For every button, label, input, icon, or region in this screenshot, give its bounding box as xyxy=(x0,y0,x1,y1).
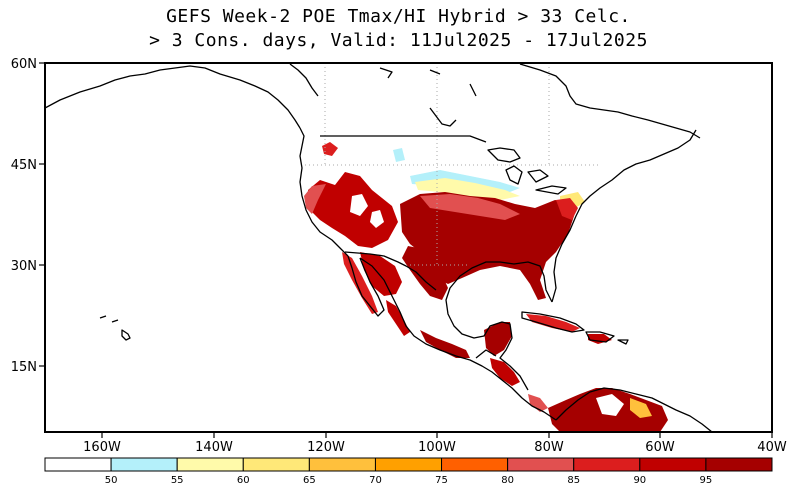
colorbar-label-50: 50 xyxy=(105,475,118,486)
shade-90-ne-coast xyxy=(556,198,578,220)
lon-label-140w: 140W xyxy=(195,440,233,455)
lon-label-160w: 160W xyxy=(83,440,121,455)
lat-label-30n: 30N xyxy=(11,259,37,274)
graticule xyxy=(305,63,600,266)
shade-white-west-hole xyxy=(350,194,368,216)
colorbar-box-2 xyxy=(176,457,244,472)
colorbar: 50 55 60 65 70 75 80 85 90 95 xyxy=(44,457,773,486)
shade-90-pnw xyxy=(322,142,338,156)
colorbar-box-5 xyxy=(374,457,443,472)
coastlines xyxy=(45,63,713,432)
colorbar-box-0 xyxy=(44,457,112,472)
lon-label-40w: 40W xyxy=(757,440,787,455)
shade-70-s-america-white xyxy=(596,394,624,416)
shade-white-west-hole2 xyxy=(370,210,384,228)
lat-label-60n: 60N xyxy=(11,57,37,72)
lat-label-45n: 45N xyxy=(11,158,37,173)
lon-label-100w: 100W xyxy=(418,440,456,455)
colorbar-label-95: 95 xyxy=(700,475,713,486)
shade-80-panama xyxy=(528,394,548,412)
shade-70-s-america-orange xyxy=(630,398,652,418)
shade-95-yucatan xyxy=(484,322,512,356)
lon-label-120w: 120W xyxy=(307,440,345,455)
shade-95-mexico-sw xyxy=(420,330,470,358)
colorbar-box-7 xyxy=(507,457,575,472)
shade-90-cuba xyxy=(526,314,580,332)
colorbar-label-55: 55 xyxy=(171,475,184,486)
colorbar-label-80: 80 xyxy=(501,475,514,486)
colorbar-label-75: 75 xyxy=(435,475,448,486)
colorbar-box-8 xyxy=(573,457,641,472)
shade-90-central-america xyxy=(490,358,520,386)
colorbar-box-6 xyxy=(441,457,509,472)
shade-90-mexico-west xyxy=(386,300,410,336)
colorbar-box-10 xyxy=(705,457,773,472)
colorbar-label-60: 60 xyxy=(237,475,250,486)
shade-90-mexico-north xyxy=(360,252,402,296)
colorbar-label-65: 65 xyxy=(303,475,316,486)
colorbar-box-3 xyxy=(242,457,310,472)
axis-ticks xyxy=(39,62,773,438)
colorbar-box-9 xyxy=(639,457,707,472)
shade-85-central-north xyxy=(420,194,520,220)
colorbar-box-4 xyxy=(308,457,376,472)
colorbar-label-70: 70 xyxy=(369,475,382,486)
shade-60-fringe-plains xyxy=(415,178,520,200)
shade-50-fringe-north xyxy=(393,148,405,162)
shade-85-baja xyxy=(342,252,378,314)
map-frame xyxy=(44,62,773,433)
colorbar-box-1 xyxy=(110,457,178,472)
shade-80-west-edge xyxy=(304,184,326,214)
probability-shading xyxy=(304,142,668,432)
shade-95-texas xyxy=(402,246,448,300)
lon-label-80w: 80W xyxy=(534,440,564,455)
title-line-2: > 3 Cons. days, Valid: 11Jul2025 - 17Jul… xyxy=(149,30,648,51)
shade-95-central-east xyxy=(400,192,574,300)
lon-label-60w: 60W xyxy=(645,440,675,455)
title-line-1: GEFS Week-2 POE Tmax/HI Hybrid > 33 Celc… xyxy=(166,6,631,27)
lat-label-15n: 15N xyxy=(11,360,37,375)
colorbar-label-85: 85 xyxy=(567,475,580,486)
colorbar-label-90: 90 xyxy=(633,475,646,486)
